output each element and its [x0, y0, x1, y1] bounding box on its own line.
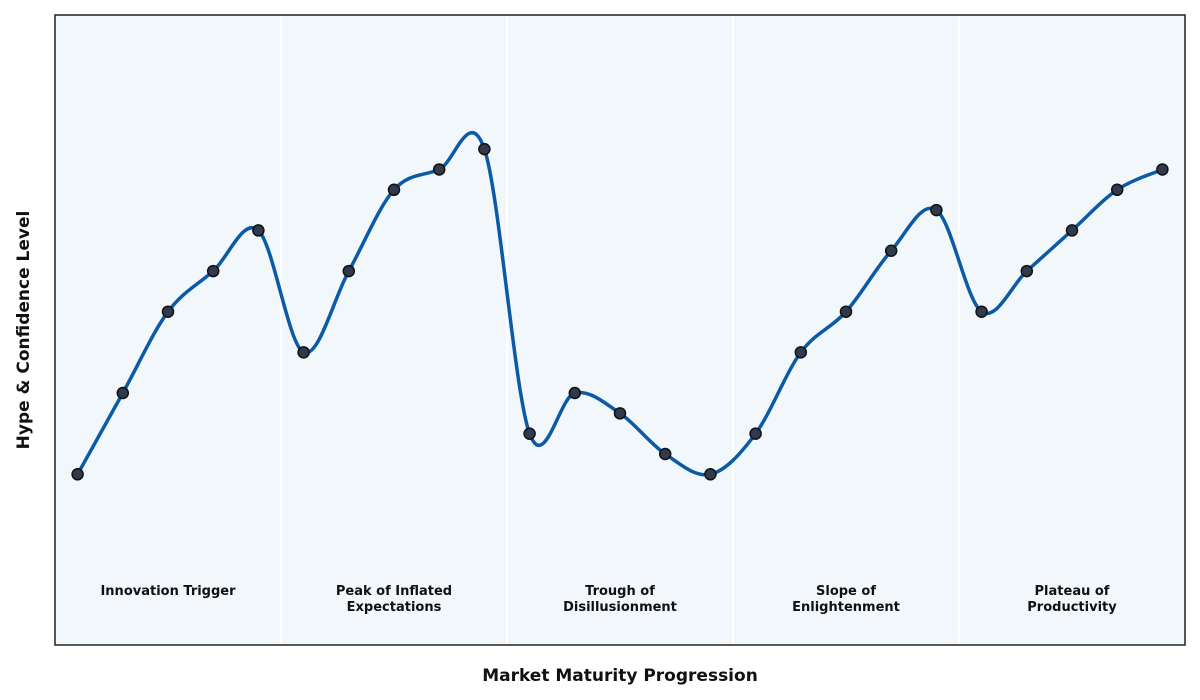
data-point: [116, 386, 130, 400]
data-point: [930, 203, 943, 217]
phase-label: Trough of Disillusionment: [563, 584, 677, 615]
data-point: [704, 468, 717, 481]
data-point: [794, 346, 808, 359]
data-point: [839, 305, 853, 318]
data-point: [342, 264, 356, 278]
data-point: [1156, 163, 1169, 176]
phase-label: Plateau of Productivity: [1027, 584, 1117, 615]
data-point: [523, 427, 536, 440]
plot-frame: [54, 14, 1186, 646]
data-point: [252, 224, 265, 237]
data-point: [658, 447, 672, 461]
phase-labels: Innovation Trigger Peak of Inflated Expect…: [100, 584, 1117, 615]
data-point: [432, 163, 446, 176]
data-points: [71, 142, 1169, 481]
data-point: [568, 386, 582, 400]
x-axis-title: Market Maturity Progression: [482, 666, 758, 686]
phase-label: Slope of Enlightenment: [792, 584, 900, 615]
data-point: [206, 264, 220, 278]
plot-background: [55, 15, 1185, 645]
data-point: [161, 305, 175, 318]
data-point: [71, 468, 84, 481]
data-point: [1065, 224, 1079, 237]
data-point: [884, 244, 898, 257]
data-point: [1020, 264, 1034, 278]
data-point: [387, 183, 401, 197]
phase-dividers: [280, 15, 960, 645]
y-axis-title: Hype & Confidence Level: [14, 211, 34, 450]
data-point: [478, 142, 491, 156]
phase-label: Innovation Trigger: [100, 584, 236, 599]
data-point: [613, 407, 627, 420]
data-point: [1110, 183, 1124, 197]
data-point: [749, 427, 762, 440]
phase-label: Peak of Inflated Expectations: [336, 584, 452, 615]
data-point: [297, 346, 310, 359]
data-point: [975, 305, 988, 318]
